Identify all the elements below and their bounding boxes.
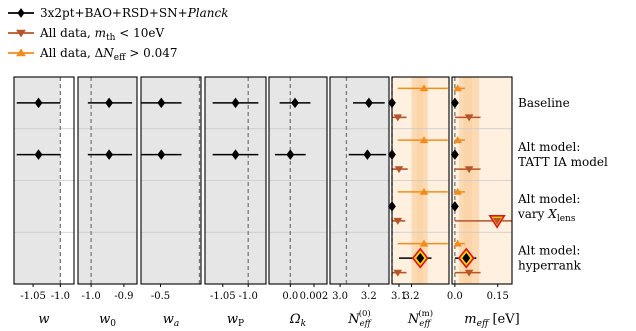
axis-label-0: w (38, 312, 49, 327)
data-point-6-10 (393, 269, 403, 277)
tick-label-4-0: 0.0 (282, 291, 298, 302)
axis-label-7: meff [eV] (464, 312, 519, 329)
data-point-7-7 (492, 217, 502, 225)
tick-label-3-0: -1.05 (210, 291, 236, 302)
axis-label-5: Neff(0) (347, 308, 372, 329)
panel-frame-3 (204, 76, 267, 285)
tick-label-0-1: -1.0 (51, 291, 70, 302)
data-point-5-1 (363, 149, 372, 160)
axis-label-4: Ωk (289, 312, 306, 329)
data-point-2-0 (157, 97, 166, 109)
data-point-0-1 (34, 149, 43, 160)
data-point-2-1 (157, 149, 166, 160)
legend-label-0: 3x2pt+BAO+RSD+SN+Planck (40, 6, 228, 20)
data-point-7-0 (450, 97, 459, 109)
row-label-2-1: vary Xlens (517, 207, 576, 224)
panel-3: -1.05 -1.0 wP (204, 76, 267, 329)
data-point-7-3 (450, 149, 459, 160)
panel-frame-1 (77, 76, 138, 285)
data-point-5-0 (364, 97, 373, 109)
tick-label-7-1: 0.15 (487, 291, 509, 302)
tick-label-5-1: 3.2 (361, 291, 377, 302)
data-point-6-11 (419, 239, 429, 247)
panel-4: 0.0 0.002 Ωk (268, 76, 329, 329)
axis-label-6: Neff(m) (407, 308, 433, 329)
data-point-7-4 (464, 166, 474, 174)
data-point-6-4 (394, 166, 404, 174)
panels: -1.05 -1.0w-1.0 -0.9w0-0.5wa-1.05 -1.0wP0.0… (13, 76, 520, 329)
legend-marker-0 (17, 8, 25, 18)
tick-label-1-0: -1.0 (81, 291, 100, 302)
data-point-0-0 (34, 97, 43, 109)
data-point-7-8 (453, 187, 463, 195)
tick-label-2-0: -0.5 (151, 291, 170, 302)
data-point-7-1 (464, 114, 474, 122)
data-point-4-1 (286, 149, 295, 160)
panel-frame-6 (391, 76, 450, 285)
data-point-7-6 (450, 201, 459, 212)
data-point-1-0 (105, 97, 114, 109)
row-label-2-0: Alt model: (517, 192, 580, 206)
panel-frame-5 (329, 76, 390, 285)
tick-label-6-0: 3.1 (391, 291, 407, 302)
data-point-7-11 (453, 239, 463, 247)
tick-label-6-1: 3.2 (404, 291, 420, 302)
row-label-0-0: Baseline (518, 96, 570, 110)
panel-0: -1.05 -1.0w (13, 76, 75, 327)
axis-label-1: w0 (99, 312, 116, 329)
panel-frame-0 (13, 76, 75, 285)
legend-label-2: All data, ΔNeff > 0.047 (39, 46, 178, 63)
legend-marker-1 (16, 29, 26, 38)
tick-label-1-1: -0.9 (114, 291, 133, 302)
data-point-7-10 (464, 269, 474, 277)
legend-marker-2 (16, 48, 26, 57)
panel-6: 3.13.2 Neff(m) (388, 76, 450, 329)
tick-label-4-1: 0.002 (300, 291, 329, 302)
panel-5: 3.0 3.2 Neff(0) (329, 76, 390, 329)
panel-frame-4 (268, 76, 328, 285)
panel-1: -1.0 -0.9 w0 (77, 76, 138, 329)
tick-label-5-0: 3.0 (332, 291, 348, 302)
data-point-6-5 (419, 136, 429, 144)
tick-label-3-1: -1.0 (239, 291, 258, 302)
axis-label-2: wa (163, 312, 180, 329)
panel-frame-2 (140, 76, 202, 285)
data-point-7-9 (462, 252, 471, 264)
legend-label-1: All data, mth < 10eV (39, 26, 164, 43)
data-point-7-2 (453, 84, 463, 92)
data-point-6-1 (393, 114, 403, 122)
row-label-3-1: hyperrank (518, 259, 582, 273)
data-point-4-0 (291, 97, 300, 109)
tick-label-0-0: -1.05 (20, 291, 46, 302)
data-point-6-7 (393, 217, 403, 225)
panel-frame-7 (451, 76, 513, 285)
panel-2: -0.5 wa (140, 76, 202, 329)
data-point-6-8 (419, 187, 429, 195)
panel-7: 0.0 0.15 meff [eV] (447, 76, 520, 329)
data-point-6-9 (416, 252, 425, 264)
tick-label-7-0: 0.0 (447, 291, 463, 302)
legend: 3x2pt+BAO+RSD+SN+Planck All data, mth < 1… (8, 6, 228, 63)
row-label-1-0: Alt model: (517, 140, 580, 154)
row-label-1-1: TATT IA model (518, 155, 608, 169)
row-label-3-0: Alt model: (517, 244, 580, 258)
data-point-3-0 (231, 97, 240, 109)
data-point-6-2 (419, 84, 429, 92)
data-point-7-5 (453, 136, 463, 144)
data-point-1-1 (105, 149, 114, 160)
axis-label-3: wP (227, 312, 244, 329)
data-point-3-1 (231, 149, 240, 160)
